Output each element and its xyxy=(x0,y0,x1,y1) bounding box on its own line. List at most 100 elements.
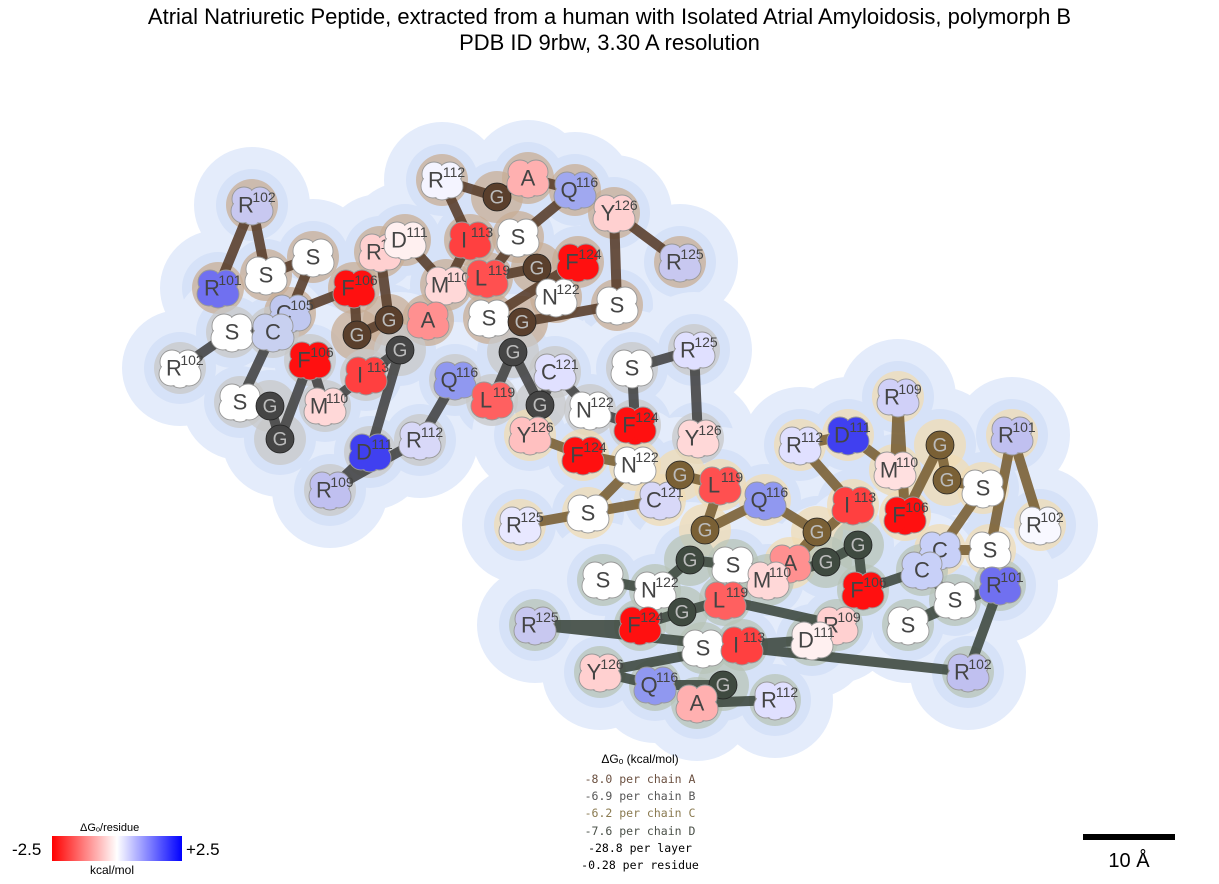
legend-max: +2.5 xyxy=(186,840,220,859)
residue-letter: R xyxy=(316,478,332,503)
residue-letter: A xyxy=(521,166,536,191)
color-legend: ΔGₒ/residue -2.5 +2.5 kcal/mol xyxy=(10,820,240,880)
residue-letter: F xyxy=(297,348,310,373)
residue-G: G xyxy=(690,515,720,545)
glycine-node xyxy=(342,320,372,350)
residue-letter: G xyxy=(940,471,955,492)
residue-blob-inner xyxy=(740,640,762,662)
residue-blob-inner xyxy=(846,430,868,452)
residue-letter: G xyxy=(716,676,731,697)
residue-blob-inner xyxy=(490,395,512,417)
residue-blob-inner xyxy=(893,465,915,487)
residue-blob-inner xyxy=(953,595,975,617)
residue-S: S xyxy=(968,531,1012,571)
residue-letter: N xyxy=(641,578,657,603)
residue-blob-inner xyxy=(469,313,491,335)
residue-number: 102 xyxy=(1040,509,1064,525)
residue-blob-inner xyxy=(400,435,422,457)
residue-blob-inner xyxy=(992,430,1014,452)
residue-letter: S xyxy=(511,225,526,250)
residue-number: 116 xyxy=(456,364,479,380)
residue-blob-inner xyxy=(526,173,548,195)
residue-number: 102 xyxy=(968,656,992,672)
residue-G: G xyxy=(498,337,528,367)
residue-L119: L 119 xyxy=(698,466,743,506)
residue-blob-inner xyxy=(722,640,744,662)
residue-blob-inner xyxy=(683,643,705,665)
residue-A: A xyxy=(675,684,719,724)
residue-blob-inner xyxy=(598,667,620,689)
residue-number: 106 xyxy=(905,499,929,515)
residue-blob-inner xyxy=(658,495,680,517)
residue-blob-inner xyxy=(554,292,576,314)
residue-blob-inner xyxy=(888,620,910,642)
residue-letter: R xyxy=(761,688,777,713)
residue-number: 113 xyxy=(854,489,877,505)
residue-glyphs: R101R102SSC105F106GGR109D111M110AI113R11… xyxy=(158,159,1064,724)
page-title: Atrial Natriuretic Peptide, extracted fr… xyxy=(0,4,1219,56)
residue-G: G xyxy=(255,391,285,421)
residue-number: 110 xyxy=(896,454,919,470)
residue-letter: G xyxy=(490,188,505,209)
residue-blob-inner xyxy=(601,575,623,597)
residue-blob-inner xyxy=(970,545,992,567)
residue-number: 105 xyxy=(290,297,314,313)
residue-number: 113 xyxy=(471,224,494,240)
residue-blob-inner xyxy=(660,257,682,279)
residue-S: S xyxy=(496,218,540,258)
glycine-node xyxy=(498,337,528,367)
residue-number: 101 xyxy=(1012,419,1036,435)
residue-S: S xyxy=(961,469,1005,509)
residue-number: 121 xyxy=(555,356,579,372)
residue-letter: G xyxy=(533,396,548,417)
residue-blob-inner xyxy=(198,283,220,305)
residue-number: 116 xyxy=(656,669,679,685)
residue-D111: D 111 xyxy=(826,416,871,456)
residue-letter: G xyxy=(810,523,825,544)
residue-blob-inner xyxy=(633,420,655,442)
residue-blob-inner xyxy=(903,510,925,532)
residue-blob-inner xyxy=(515,620,537,642)
residue-letter: G xyxy=(933,436,948,457)
residue-D111: D 111 xyxy=(383,221,428,261)
residue-letter: F xyxy=(570,443,583,468)
residue-letter: G xyxy=(382,311,397,332)
residue-blob-inner xyxy=(843,585,865,607)
residue-letter: S xyxy=(976,476,991,501)
residue-F106: F 106 xyxy=(288,341,334,381)
residue-blob-inner xyxy=(418,435,440,457)
residue-letter: R xyxy=(166,356,182,381)
residue-letter: R xyxy=(986,573,1002,598)
residue-letter: M xyxy=(880,458,898,483)
residue-letter: N xyxy=(621,453,637,478)
residue-F124: F 124 xyxy=(618,606,664,646)
residue-letter: A xyxy=(690,691,705,716)
residue-blob-inner xyxy=(1020,520,1042,542)
residue-number: 106 xyxy=(863,574,887,590)
residue-number: 109 xyxy=(837,609,861,625)
glycine-node xyxy=(811,547,841,577)
legend-title: ΔGₒ/residue xyxy=(80,822,140,834)
residue-letter: G xyxy=(819,553,834,574)
residue-I113: I 113 xyxy=(831,486,877,526)
residue-letter: F xyxy=(627,613,640,638)
residue-letter: D xyxy=(391,228,407,253)
residue-blob-inner xyxy=(535,367,557,389)
residue-blob-inner xyxy=(581,450,603,472)
residue-number: 111 xyxy=(849,419,870,435)
residue-blob-inner xyxy=(653,680,675,702)
residue-blob-inner xyxy=(988,545,1010,567)
residue-blob-inner xyxy=(635,680,657,702)
residue-blob-inner xyxy=(920,565,942,587)
residue-letter: S xyxy=(225,320,240,345)
residue-blob-inner xyxy=(718,480,740,502)
residue-letter: R xyxy=(406,428,422,453)
